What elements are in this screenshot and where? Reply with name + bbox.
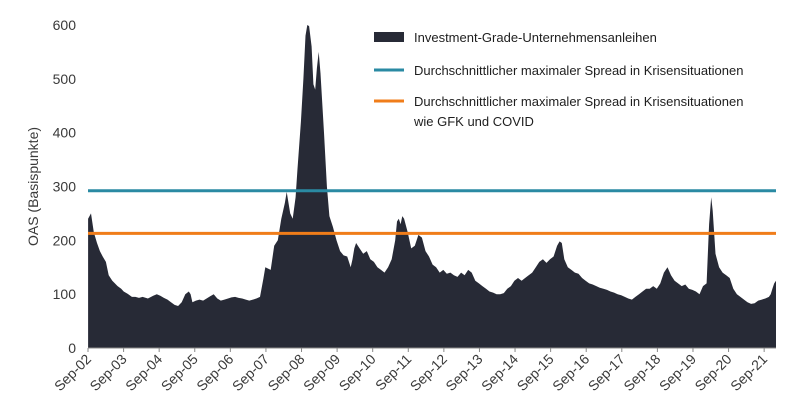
y-tick-label: 600 (53, 17, 77, 33)
x-tick-label: Sep-11 (372, 351, 415, 394)
legend-label-teal-line: Durchschnittlicher maximaler Spread in K… (414, 63, 743, 78)
y-axis-title: OAS (Basispunkte) (25, 127, 41, 246)
legend: Investment-Grade-Unternehmensanleihen Du… (374, 30, 743, 129)
x-tick-label: Sep-03 (86, 351, 129, 394)
x-tick-label: Sep-21 (727, 351, 770, 394)
x-tick-label: Sep-19 (656, 351, 699, 394)
y-tick-label: 0 (68, 340, 76, 356)
x-tick-label: Sep-17 (585, 351, 628, 394)
x-tick-label: Sep-16 (549, 351, 592, 394)
legend-label-orange-line-2: wie GFK und COVID (413, 114, 534, 129)
legend-label-area: Investment-Grade-Unternehmensanleihen (414, 30, 657, 45)
x-tick-label: Sep-13 (442, 351, 485, 394)
x-tick-label: Sep-05 (158, 351, 201, 394)
y-tick-label: 100 (53, 286, 77, 302)
x-tick-label: Sep-08 (264, 351, 307, 394)
x-tick-label: Sep-07 (229, 351, 272, 394)
y-tick-label: 400 (53, 125, 77, 141)
x-tick-label: Sep-06 (193, 351, 236, 394)
x-tick-label: Sep-09 (300, 351, 343, 394)
x-tick-label: Sep-10 (336, 351, 379, 394)
x-tick-label: Sep-14 (478, 351, 521, 394)
x-tick-label: Sep-02 (51, 351, 94, 394)
area-series-investment-grade (88, 25, 777, 348)
legend-label-orange-line-1: Durchschnittlicher maximaler Spread in K… (414, 94, 743, 109)
legend-swatch-area (374, 32, 404, 42)
y-tick-label: 500 (53, 71, 77, 87)
y-tick-label: 200 (53, 232, 77, 248)
y-axis-ticks: 0 100 200 300 400 500 600 (53, 17, 77, 356)
x-axis-ticks: Sep-02Sep-03Sep-04Sep-05Sep-06Sep-07Sep-… (51, 348, 770, 394)
x-tick-label: Sep-12 (407, 351, 450, 394)
y-tick-label: 300 (53, 179, 77, 195)
x-tick-label: Sep-20 (691, 351, 734, 394)
x-tick-label: Sep-04 (122, 351, 165, 394)
x-tick-label: Sep-15 (514, 351, 557, 394)
x-tick-label: Sep-18 (620, 351, 663, 394)
